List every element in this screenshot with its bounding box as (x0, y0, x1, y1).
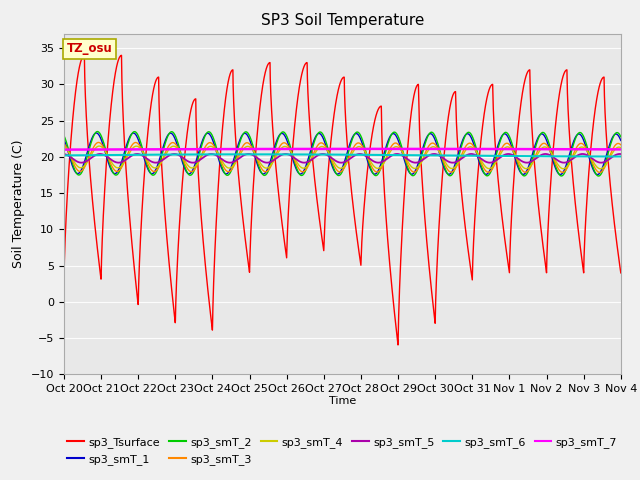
sp3_smT_2 (595, 173, 602, 179)
Line: sp3_smT_7: sp3_smT_7 (64, 149, 621, 150)
sp3_smT_2 (93, 129, 101, 134)
sp3_smT_5 (617, 151, 625, 157)
sp3_Tsurface (616, 266, 624, 272)
sp3_smT_6 (617, 154, 625, 159)
sp3_smT_5 (436, 154, 444, 159)
sp3_smT_4 (617, 145, 625, 151)
sp3_smT_2 (436, 150, 444, 156)
sp3_smT_1 (436, 154, 444, 159)
sp3_smT_1 (322, 142, 330, 148)
sp3_smT_3 (616, 142, 624, 147)
sp3_Tsurface (394, 342, 402, 348)
sp3_smT_4 (60, 144, 68, 149)
sp3_smT_3 (617, 142, 625, 148)
sp3_smT_6 (246, 152, 253, 157)
sp3_smT_5 (60, 151, 68, 157)
sp3_smT_7 (436, 146, 444, 152)
sp3_smT_6 (467, 153, 475, 158)
sp3_smT_3 (161, 153, 168, 158)
sp3_smT_3 (95, 140, 102, 145)
sp3_smT_1 (499, 132, 507, 138)
sp3_smT_7 (617, 146, 625, 152)
sp3_smT_2 (617, 134, 625, 140)
sp3_smT_6 (160, 152, 168, 157)
sp3_smT_5 (499, 153, 507, 158)
sp3_Tsurface (161, 201, 168, 207)
sp3_smT_1 (617, 138, 625, 144)
Line: sp3_smT_4: sp3_smT_4 (64, 146, 621, 169)
X-axis label: Time: Time (329, 396, 356, 406)
sp3_smT_5 (322, 152, 330, 157)
sp3_smT_3 (60, 141, 68, 146)
sp3_smT_7 (60, 147, 68, 153)
Line: sp3_smT_6: sp3_smT_6 (64, 155, 621, 156)
Text: TZ_osu: TZ_osu (67, 42, 113, 55)
sp3_smT_1 (161, 141, 168, 147)
sp3_smT_6 (60, 153, 68, 158)
sp3_smT_5 (616, 151, 624, 157)
sp3_smT_7 (467, 146, 475, 152)
sp3_Tsurface (617, 270, 625, 276)
sp3_smT_5 (160, 156, 168, 162)
sp3_smT_1 (467, 135, 475, 141)
sp3_smT_6 (322, 152, 330, 157)
sp3_smT_2 (60, 133, 68, 139)
sp3_Tsurface (60, 277, 68, 283)
sp3_smT_7 (499, 146, 507, 152)
Line: sp3_smT_2: sp3_smT_2 (64, 132, 621, 176)
sp3_smT_1 (616, 136, 624, 142)
sp3_smT_3 (596, 169, 604, 175)
sp3_smT_6 (499, 153, 507, 159)
sp3_smT_6 (436, 153, 444, 158)
sp3_smT_3 (322, 144, 330, 150)
sp3_smT_2 (161, 144, 168, 150)
sp3_smT_4 (322, 146, 330, 152)
Line: sp3_smT_1: sp3_smT_1 (64, 133, 621, 175)
sp3_smT_7 (160, 146, 168, 152)
sp3_smT_2 (322, 138, 330, 144)
sp3_smT_4 (95, 143, 103, 149)
sp3_smT_7 (616, 146, 624, 152)
sp3_smT_5 (244, 151, 252, 157)
Line: sp3_Tsurface: sp3_Tsurface (64, 55, 621, 345)
sp3_smT_3 (436, 151, 444, 157)
sp3_smT_7 (322, 146, 330, 152)
sp3_smT_4 (436, 151, 444, 156)
Line: sp3_smT_3: sp3_smT_3 (64, 143, 621, 172)
sp3_smT_5 (468, 151, 476, 157)
sp3_smT_1 (594, 172, 602, 178)
sp3_smT_4 (467, 144, 475, 150)
Title: SP3 Soil Temperature: SP3 Soil Temperature (260, 13, 424, 28)
sp3_smT_2 (499, 132, 507, 138)
sp3_smT_4 (499, 147, 507, 153)
sp3_smT_4 (596, 166, 604, 172)
Y-axis label: Soil Temperature (C): Soil Temperature (C) (12, 140, 26, 268)
sp3_smT_4 (161, 154, 168, 160)
sp3_Tsurface (468, 271, 476, 276)
sp3_smT_1 (92, 130, 100, 136)
sp3_smT_6 (616, 154, 624, 159)
sp3_Tsurface (118, 52, 125, 58)
sp3_smT_3 (467, 141, 475, 146)
sp3_smT_3 (499, 144, 507, 149)
sp3_Tsurface (436, 198, 444, 204)
sp3_smT_1 (60, 136, 68, 142)
sp3_smT_2 (616, 133, 624, 139)
sp3_smT_5 (263, 160, 271, 166)
sp3_smT_4 (616, 144, 624, 150)
Line: sp3_smT_5: sp3_smT_5 (64, 154, 621, 163)
sp3_Tsurface (322, 204, 330, 209)
sp3_smT_7 (369, 146, 377, 152)
sp3_Tsurface (499, 222, 507, 228)
Legend: sp3_Tsurface, sp3_smT_1, sp3_smT_2, sp3_smT_3, sp3_smT_4, sp3_smT_5, sp3_smT_6, : sp3_Tsurface, sp3_smT_1, sp3_smT_2, sp3_… (63, 433, 622, 469)
sp3_smT_2 (467, 132, 475, 137)
